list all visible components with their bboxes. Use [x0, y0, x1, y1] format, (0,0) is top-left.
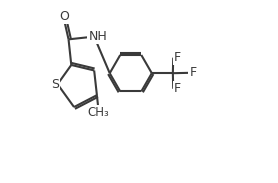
- Text: S: S: [51, 78, 59, 91]
- Text: NH: NH: [88, 30, 107, 43]
- Text: F: F: [174, 82, 181, 95]
- Text: CH₃: CH₃: [88, 106, 110, 119]
- Text: F: F: [174, 51, 181, 64]
- Text: F: F: [189, 66, 197, 79]
- Text: O: O: [59, 10, 69, 23]
